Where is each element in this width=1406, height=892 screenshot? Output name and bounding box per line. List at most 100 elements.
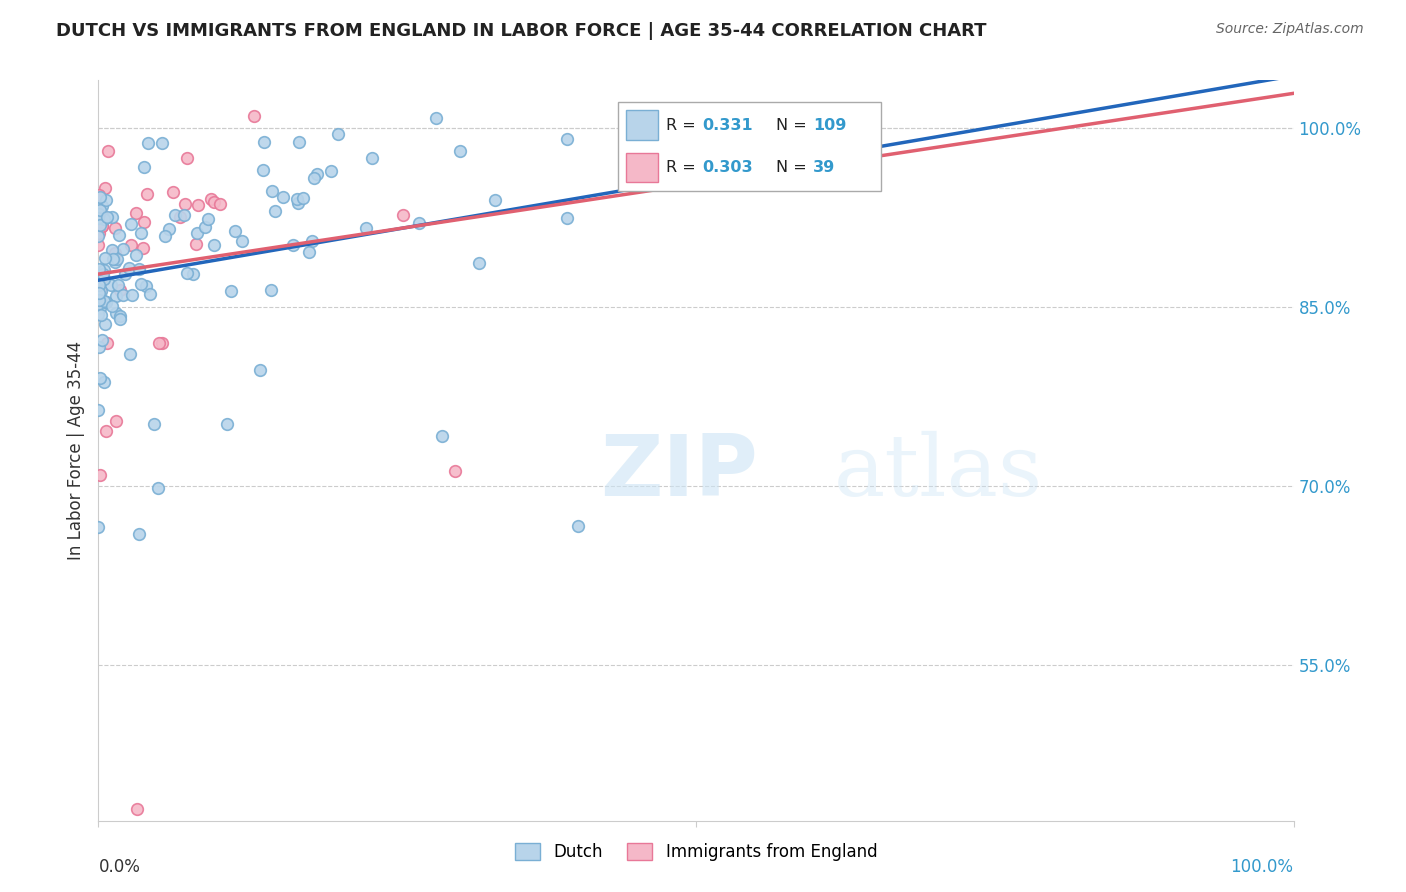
Point (100, 299, 122, 313)
Point (148, 336, 170, 351)
Point (87, 307, 110, 321)
Point (243, 109, 266, 123)
Point (184, 236, 207, 251)
Point (91, 267, 114, 281)
Point (89, 261, 111, 276)
Point (101, 252, 124, 266)
Text: 0.0%: 0.0% (98, 858, 141, 876)
Point (89, 286, 111, 301)
Point (135, 279, 157, 293)
Point (96, 336, 118, 351)
Text: Source: ZipAtlas.com: Source: ZipAtlas.com (1216, 22, 1364, 37)
Point (287, 196, 309, 211)
Point (173, 208, 195, 222)
Point (204, 238, 226, 252)
Point (153, 229, 176, 244)
Point (94, 181, 117, 195)
Point (101, 211, 124, 225)
Point (87, 519, 110, 533)
Point (468, 256, 491, 270)
Point (252, 163, 274, 178)
Legend: Dutch, Immigrants from England: Dutch, Immigrants from England (508, 837, 884, 868)
Point (143, 417, 166, 431)
Point (94, 295, 117, 310)
Point (89, 308, 111, 322)
Point (735, 109, 758, 123)
Point (87, 340, 110, 354)
Point (319, 164, 342, 178)
Point (408, 216, 430, 230)
Point (87, 229, 110, 244)
Point (111, 288, 134, 302)
Point (89, 190, 111, 204)
Point (157, 222, 180, 236)
Point (253, 135, 276, 149)
Point (263, 204, 285, 219)
Point (224, 224, 246, 238)
Point (430, 429, 453, 443)
Point (120, 238, 142, 252)
Point (129, 226, 152, 240)
Point (112, 243, 135, 257)
Point (273, 190, 295, 204)
Point (125, 248, 148, 262)
Point (183, 267, 205, 281)
Point (93, 263, 115, 277)
Point (134, 215, 156, 229)
Point (555, 132, 578, 146)
Point (87, 207, 110, 221)
Point (136, 136, 159, 150)
Point (91, 219, 114, 234)
Point (107, 277, 129, 292)
Point (187, 198, 209, 212)
Point (260, 185, 283, 199)
Point (135, 186, 157, 201)
Point (104, 255, 127, 269)
Point (96, 210, 118, 224)
Point (128, 261, 150, 276)
Point (108, 227, 131, 242)
Point (93, 375, 115, 389)
Point (449, 144, 471, 158)
Point (302, 170, 325, 185)
Point (152, 336, 174, 351)
Point (89, 203, 111, 218)
Point (215, 417, 238, 431)
Point (87, 238, 110, 252)
Point (118, 260, 141, 275)
Point (101, 243, 124, 257)
Point (104, 221, 127, 235)
Point (105, 252, 128, 266)
Point (89, 370, 111, 384)
Point (555, 211, 578, 226)
Point (121, 288, 143, 302)
Point (89, 293, 111, 308)
Point (87, 211, 110, 225)
Point (260, 283, 283, 297)
Point (132, 241, 155, 255)
Point (104, 413, 127, 427)
Point (176, 152, 198, 166)
Point (89, 301, 111, 315)
Point (297, 244, 319, 259)
Point (91, 208, 114, 222)
Text: atlas: atlas (834, 431, 1042, 515)
Point (186, 227, 208, 241)
Text: ZIP: ZIP (600, 431, 758, 514)
Point (87, 188, 110, 202)
Point (87, 278, 110, 293)
Point (281, 238, 304, 252)
Point (94, 252, 117, 266)
Point (361, 151, 384, 165)
Point (125, 802, 148, 816)
Point (114, 267, 136, 281)
Point (134, 160, 156, 174)
Point (104, 288, 127, 302)
Point (169, 210, 191, 224)
Point (425, 111, 447, 125)
Point (120, 218, 142, 232)
Point (200, 192, 222, 206)
Point (443, 464, 465, 478)
Point (93, 211, 115, 226)
Point (108, 310, 131, 324)
